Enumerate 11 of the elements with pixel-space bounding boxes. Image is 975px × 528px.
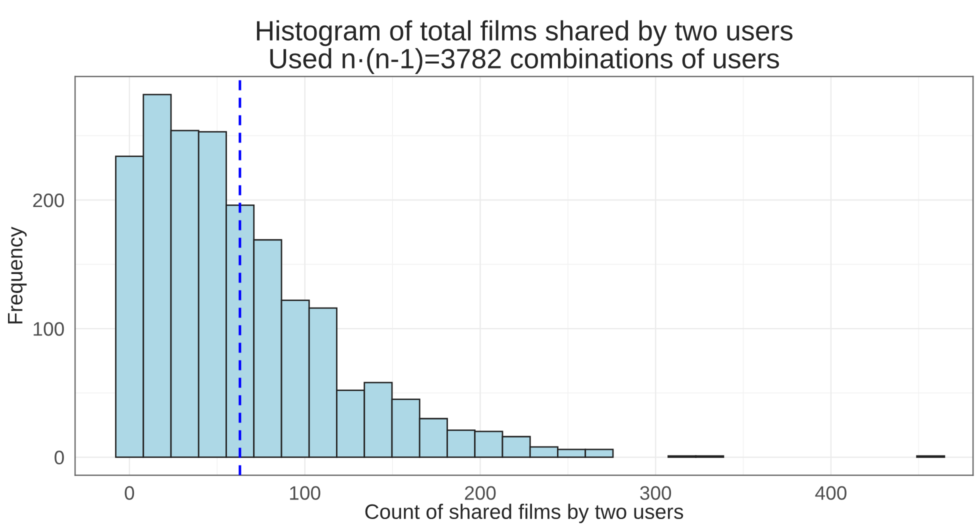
x-tick-label: 400 — [815, 486, 846, 500]
y-axis-title: Frequency — [8, 226, 27, 324]
x-axis-title: Count of shared films by two users — [365, 504, 684, 524]
y-tick-label: 0 — [54, 450, 64, 464]
x-tick-label: 200 — [464, 486, 496, 500]
x-tick-label: 0 — [124, 486, 134, 500]
x-tick-label: 100 — [290, 486, 320, 500]
y-tick-label: 200 — [33, 193, 64, 208]
chart-title: Histogram of total films shared by two users Used n·(n-1)=3782 combinations of users — [256, 20, 792, 74]
x-tick-label: 300 — [640, 486, 672, 500]
y-tick-label: 100 — [34, 322, 64, 336]
